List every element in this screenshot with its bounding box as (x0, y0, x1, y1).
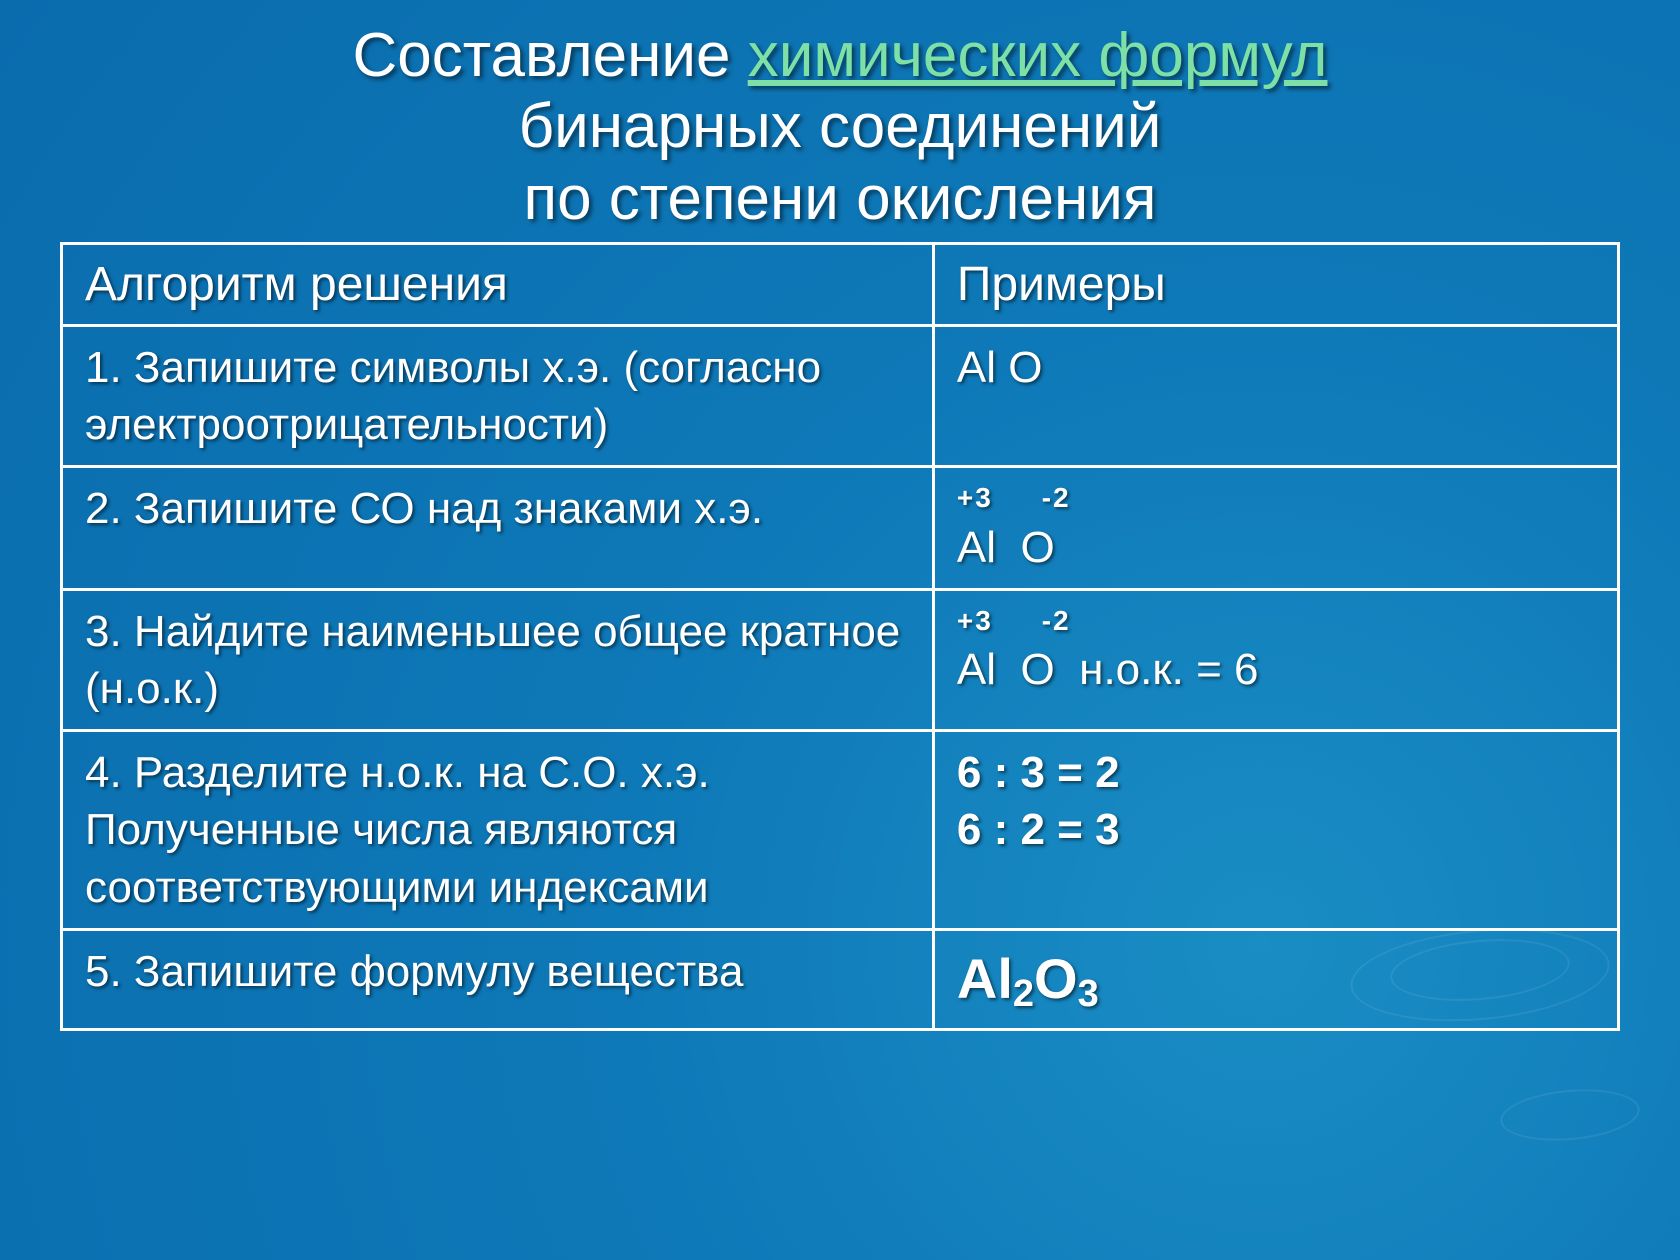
example-1: Al O (933, 325, 1618, 466)
table-header-row: Алгоритм решения Примеры (62, 243, 1619, 325)
slide-container: Составление химических формул бинарных с… (0, 0, 1680, 1260)
algo-step-2: 2. Запишите СО над знаками х.э. (62, 467, 934, 590)
algorithm-table: Алгоритм решения Примеры 1. Запишите сим… (60, 242, 1620, 1031)
formula-lcm: Al O н.о.к. = 6 (957, 645, 1259, 694)
header-algorithm: Алгоритм решения (62, 243, 934, 325)
table-row: 1. Запишите символы х.э. (согласно элект… (62, 325, 1619, 466)
title-part1: Составление (353, 21, 748, 90)
oxidation-states: +3 -2 (957, 480, 1595, 516)
formula-subscript-1: 2 (1013, 973, 1034, 1015)
final-formula: Al2O3 (957, 947, 1099, 1010)
table-row: 2. Запишите СО над знаками х.э. +3 -2 Al… (62, 467, 1619, 590)
title-link[interactable]: химических формул (748, 21, 1328, 90)
table-row: 5. Запишите формулу вещества Al2O3 (62, 929, 1619, 1029)
example-2: +3 -2 Al O (933, 467, 1618, 590)
oxidation-states: +3 -2 (957, 603, 1595, 639)
formula-element-1: Al (957, 947, 1013, 1010)
algo-step-3: 3. Найдите наименьшее общее кратное (н.о… (62, 589, 934, 730)
formula-text: Al O (957, 343, 1043, 392)
formula-subscript-2: 3 (1078, 973, 1099, 1015)
header-example: Примеры (933, 243, 1618, 325)
algo-step-1: 1. Запишите символы х.э. (согласно элект… (62, 325, 934, 466)
example-4: 6 : 3 = 2 6 : 2 = 3 (933, 731, 1618, 930)
example-5: Al2O3 (933, 929, 1618, 1029)
calc-line-2: 6 : 2 = 3 (957, 805, 1120, 854)
algo-step-5: 5. Запишите формулу вещества (62, 929, 934, 1029)
formula-element-2: O (1034, 947, 1078, 1010)
title-line3: по степени окисления (60, 163, 1620, 234)
title-line2: бинарных соединений (60, 91, 1620, 162)
example-3: +3 -2 Al O н.о.к. = 6 (933, 589, 1618, 730)
table-row: 4. Разделите н.о.к. на С.О. х.э. Получен… (62, 731, 1619, 930)
formula-text: Al O (957, 523, 1055, 572)
calc-line-1: 6 : 3 = 2 (957, 748, 1120, 797)
table-row: 3. Найдите наименьшее общее кратное (н.о… (62, 589, 1619, 730)
algo-step-4: 4. Разделите н.о.к. на С.О. х.э. Получен… (62, 731, 934, 930)
slide-title: Составление химических формул бинарных с… (60, 20, 1620, 234)
